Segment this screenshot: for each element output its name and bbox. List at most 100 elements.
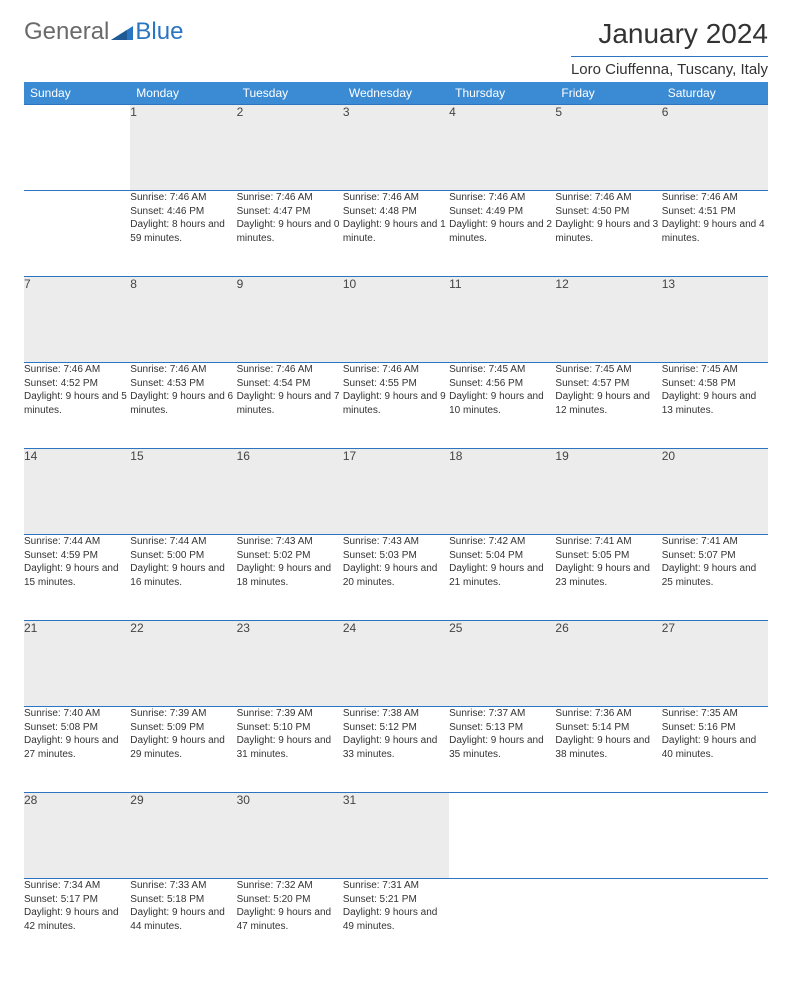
sunrise-text: Sunrise: 7:33 AM xyxy=(130,879,236,893)
title-rule xyxy=(571,56,768,57)
sunrise-text: Sunrise: 7:32 AM xyxy=(237,879,343,893)
location-text: Loro Ciuffenna, Tuscany, Italy xyxy=(571,61,768,78)
sunset-text: Sunset: 5:08 PM xyxy=(24,721,130,735)
sunrise-text: Sunrise: 7:39 AM xyxy=(237,707,343,721)
sunrise-text: Sunrise: 7:46 AM xyxy=(237,191,343,205)
day-cell: Sunrise: 7:31 AMSunset: 5:21 PMDaylight:… xyxy=(343,879,449,965)
daylight-text: Daylight: 9 hours and 10 minutes. xyxy=(449,390,555,417)
sunset-text: Sunset: 5:16 PM xyxy=(662,721,768,735)
day-number xyxy=(662,793,768,879)
sunrise-text: Sunrise: 7:43 AM xyxy=(343,535,449,549)
sunset-text: Sunset: 4:49 PM xyxy=(449,205,555,219)
sunset-text: Sunset: 5:07 PM xyxy=(662,549,768,563)
day-cell: Sunrise: 7:40 AMSunset: 5:08 PMDaylight:… xyxy=(24,707,130,793)
day-cell: Sunrise: 7:46 AMSunset: 4:49 PMDaylight:… xyxy=(449,191,555,277)
sunrise-text: Sunrise: 7:45 AM xyxy=(662,363,768,377)
day-cell: Sunrise: 7:46 AMSunset: 4:46 PMDaylight:… xyxy=(130,191,236,277)
sunset-text: Sunset: 5:05 PM xyxy=(555,549,661,563)
daylight-text: Daylight: 9 hours and 2 minutes. xyxy=(449,218,555,245)
day-cell: Sunrise: 7:32 AMSunset: 5:20 PMDaylight:… xyxy=(237,879,343,965)
daylight-text: Daylight: 9 hours and 47 minutes. xyxy=(237,906,343,933)
sunrise-text: Sunrise: 7:45 AM xyxy=(449,363,555,377)
day-number: 19 xyxy=(555,449,661,535)
daylight-text: Daylight: 9 hours and 33 minutes. xyxy=(343,734,449,761)
dow-monday: Monday xyxy=(130,82,236,105)
daylight-text: Daylight: 9 hours and 20 minutes. xyxy=(343,562,449,589)
daylight-text: Daylight: 9 hours and 44 minutes. xyxy=(130,906,236,933)
day-cell: Sunrise: 7:41 AMSunset: 5:07 PMDaylight:… xyxy=(662,535,768,621)
day-number: 27 xyxy=(662,621,768,707)
daylight-text: Daylight: 9 hours and 9 minutes. xyxy=(343,390,449,417)
day-number: 18 xyxy=(449,449,555,535)
day-number: 30 xyxy=(237,793,343,879)
dow-tuesday: Tuesday xyxy=(237,82,343,105)
daylight-text: Daylight: 9 hours and 25 minutes. xyxy=(662,562,768,589)
daynum-row: 14151617181920 xyxy=(24,449,768,535)
sunset-text: Sunset: 4:51 PM xyxy=(662,205,768,219)
daylight-text: Daylight: 9 hours and 15 minutes. xyxy=(24,562,130,589)
sunset-text: Sunset: 5:21 PM xyxy=(343,893,449,907)
daynum-row: 21222324252627 xyxy=(24,621,768,707)
sunrise-text: Sunrise: 7:44 AM xyxy=(130,535,236,549)
day-number: 28 xyxy=(24,793,130,879)
day-number xyxy=(449,793,555,879)
sunrise-text: Sunrise: 7:44 AM xyxy=(24,535,130,549)
daylight-text: Daylight: 9 hours and 27 minutes. xyxy=(24,734,130,761)
sunrise-text: Sunrise: 7:46 AM xyxy=(555,191,661,205)
day-cell: Sunrise: 7:38 AMSunset: 5:12 PMDaylight:… xyxy=(343,707,449,793)
daylight-text: Daylight: 9 hours and 6 minutes. xyxy=(130,390,236,417)
day-cell: Sunrise: 7:46 AMSunset: 4:47 PMDaylight:… xyxy=(237,191,343,277)
sunset-text: Sunset: 5:18 PM xyxy=(130,893,236,907)
sunset-text: Sunset: 4:48 PM xyxy=(343,205,449,219)
daylight-text: Daylight: 9 hours and 12 minutes. xyxy=(555,390,661,417)
day-number: 17 xyxy=(343,449,449,535)
day-number: 26 xyxy=(555,621,661,707)
day-number: 23 xyxy=(237,621,343,707)
calendar-body: 123456Sunrise: 7:46 AMSunset: 4:46 PMDay… xyxy=(24,105,768,965)
day-cell: Sunrise: 7:43 AMSunset: 5:03 PMDaylight:… xyxy=(343,535,449,621)
sunset-text: Sunset: 5:02 PM xyxy=(237,549,343,563)
sunset-text: Sunset: 5:13 PM xyxy=(449,721,555,735)
dow-thursday: Thursday xyxy=(449,82,555,105)
sunset-text: Sunset: 4:53 PM xyxy=(130,377,236,391)
daylight-text: Daylight: 9 hours and 29 minutes. xyxy=(130,734,236,761)
day-number: 10 xyxy=(343,277,449,363)
day-number: 1 xyxy=(130,105,236,191)
day-number: 13 xyxy=(662,277,768,363)
sunset-text: Sunset: 5:12 PM xyxy=(343,721,449,735)
sunrise-text: Sunrise: 7:46 AM xyxy=(24,363,130,377)
sunrise-text: Sunrise: 7:38 AM xyxy=(343,707,449,721)
day-number: 11 xyxy=(449,277,555,363)
day-number: 14 xyxy=(24,449,130,535)
day-number: 21 xyxy=(24,621,130,707)
month-title: January 2024 xyxy=(571,18,768,50)
sunset-text: Sunset: 4:59 PM xyxy=(24,549,130,563)
day-cell: Sunrise: 7:46 AMSunset: 4:52 PMDaylight:… xyxy=(24,363,130,449)
sunset-text: Sunset: 4:57 PM xyxy=(555,377,661,391)
sunset-text: Sunset: 5:09 PM xyxy=(130,721,236,735)
day-cell: Sunrise: 7:42 AMSunset: 5:04 PMDaylight:… xyxy=(449,535,555,621)
daylight-text: Daylight: 9 hours and 7 minutes. xyxy=(237,390,343,417)
day-cell: Sunrise: 7:37 AMSunset: 5:13 PMDaylight:… xyxy=(449,707,555,793)
sunrise-text: Sunrise: 7:40 AM xyxy=(24,707,130,721)
daylight-text: Daylight: 9 hours and 1 minute. xyxy=(343,218,449,245)
day-cell xyxy=(662,879,768,965)
sunset-text: Sunset: 5:20 PM xyxy=(237,893,343,907)
sunrise-text: Sunrise: 7:31 AM xyxy=(343,879,449,893)
day-cell xyxy=(24,191,130,277)
day-cell: Sunrise: 7:34 AMSunset: 5:17 PMDaylight:… xyxy=(24,879,130,965)
sunset-text: Sunset: 4:52 PM xyxy=(24,377,130,391)
sunset-text: Sunset: 4:47 PM xyxy=(237,205,343,219)
brand-part2: Blue xyxy=(135,18,183,46)
daylight-text: Daylight: 9 hours and 0 minutes. xyxy=(237,218,343,245)
dow-friday: Friday xyxy=(555,82,661,105)
day-cell: Sunrise: 7:46 AMSunset: 4:55 PMDaylight:… xyxy=(343,363,449,449)
sunrise-text: Sunrise: 7:42 AM xyxy=(449,535,555,549)
sunrise-text: Sunrise: 7:46 AM xyxy=(237,363,343,377)
daylight-text: Daylight: 9 hours and 18 minutes. xyxy=(237,562,343,589)
sunrise-text: Sunrise: 7:37 AM xyxy=(449,707,555,721)
day-number: 6 xyxy=(662,105,768,191)
day-number xyxy=(24,105,130,191)
day-number: 2 xyxy=(237,105,343,191)
daylight-text: Daylight: 9 hours and 3 minutes. xyxy=(555,218,661,245)
